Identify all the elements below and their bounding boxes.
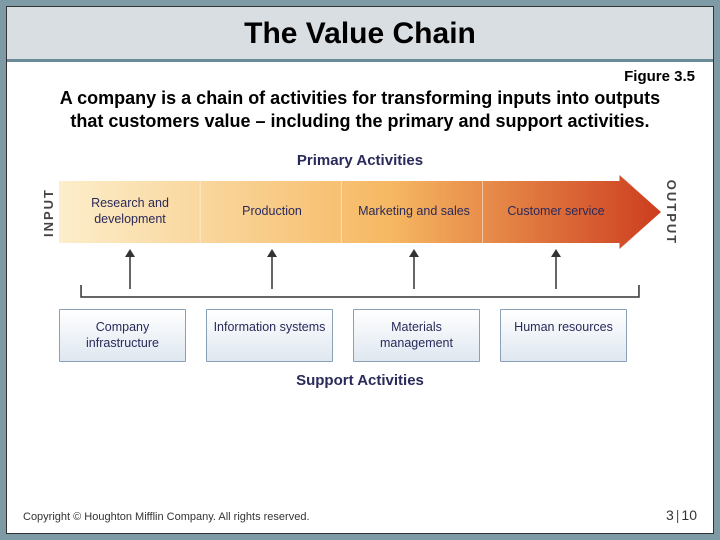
arrow-up-icon xyxy=(265,249,279,289)
support-box-information: Information systems xyxy=(206,309,333,362)
footer: Copyright © Houghton Mifflin Company. Al… xyxy=(7,507,713,533)
primary-cell-customer: Customer service xyxy=(485,204,627,220)
primary-activities-label: Primary Activities xyxy=(37,152,683,169)
slide-title: The Value Chain xyxy=(7,17,713,51)
slide: The Value Chain Figure 3.5 A company is … xyxy=(6,6,714,534)
bracket xyxy=(77,285,643,303)
support-activities-label: Support Activities xyxy=(37,372,683,389)
copyright-text: Copyright © Houghton Mifflin Company. Al… xyxy=(23,511,310,523)
connector-arrows xyxy=(37,249,649,289)
primary-arrow-row: INPUT OUTPUT Research and development P xyxy=(37,175,683,249)
subtitle: A company is a chain of activities for t… xyxy=(7,85,713,142)
value-chain-diagram: Primary Activities INPUT OUTPUT Res xyxy=(7,142,713,507)
support-box-materials: Materials management xyxy=(353,309,480,362)
support-box-human: Human resources xyxy=(500,309,627,362)
title-bar: The Value Chain xyxy=(7,7,713,62)
support-row: Company infrastructure Information syste… xyxy=(37,303,649,362)
arrow-up-icon xyxy=(407,249,421,289)
figure-label: Figure 3.5 xyxy=(7,62,713,85)
primary-cell-rd: Research and development xyxy=(59,196,201,227)
page-number: 3|10 xyxy=(666,507,697,523)
input-label: INPUT xyxy=(37,175,59,249)
support-box-infrastructure: Company infrastructure xyxy=(59,309,186,362)
primary-cell-marketing: Marketing and sales xyxy=(343,204,485,220)
output-label: OUTPUT xyxy=(661,175,683,249)
primary-cell-production: Production xyxy=(201,204,343,220)
arrow-up-icon xyxy=(123,249,137,289)
arrow-up-icon xyxy=(549,249,563,289)
primary-cells: Research and development Production Mark… xyxy=(59,175,661,249)
